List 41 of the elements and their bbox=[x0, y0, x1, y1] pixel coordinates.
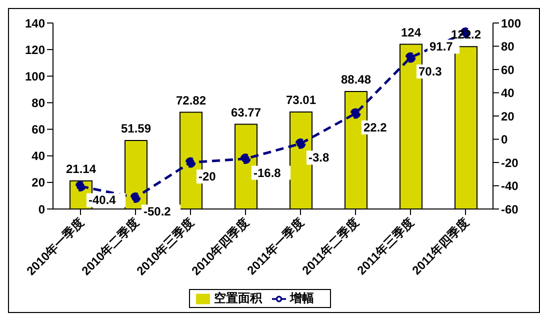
data-label: 88.48 bbox=[340, 72, 372, 86]
legend-label: 增幅 bbox=[290, 291, 314, 305]
y-tick-label: 60 bbox=[32, 122, 46, 137]
y-tick-label: 20 bbox=[32, 176, 46, 190]
y2-tick-label: 100 bbox=[501, 16, 522, 30]
y2-tick-label: 0 bbox=[501, 132, 508, 147]
y-tick-label: 140 bbox=[24, 16, 46, 30]
y2-tick-label: 40 bbox=[501, 86, 515, 100]
data-label: -20 bbox=[198, 170, 216, 184]
point bbox=[350, 108, 361, 119]
data-label: 91.7 bbox=[430, 40, 454, 54]
data-label: -40.4 bbox=[88, 193, 116, 208]
y-tick-label: 80 bbox=[32, 96, 46, 110]
point bbox=[130, 192, 141, 203]
data-label: -50.2 bbox=[144, 204, 172, 219]
data-label: 72.82 bbox=[176, 93, 206, 108]
point bbox=[75, 180, 86, 192]
point bbox=[185, 157, 196, 168]
y2-tick-label: 20 bbox=[501, 109, 515, 124]
point bbox=[405, 52, 416, 63]
data-label: 21.14 bbox=[66, 162, 96, 176]
y2-tick-label: -40 bbox=[501, 179, 519, 194]
data-label: 124 bbox=[400, 25, 422, 40]
y2-tick-label: 80 bbox=[501, 40, 515, 54]
y-tick-label: 100 bbox=[24, 69, 46, 84]
data-label: 73.01 bbox=[286, 93, 316, 107]
y2-tick-label: -60 bbox=[501, 202, 519, 216]
y-tick-label: 40 bbox=[32, 149, 46, 164]
data-label: 22.2 bbox=[364, 120, 388, 134]
point bbox=[295, 138, 306, 149]
legend-label: 空置面积 bbox=[214, 291, 262, 305]
data-label: -3.8 bbox=[308, 150, 330, 165]
y-tick-label: 0 bbox=[38, 202, 46, 216]
data-label: 51.59 bbox=[120, 121, 152, 136]
data-label: 63.77 bbox=[230, 105, 262, 120]
y2-tick-label: 60 bbox=[501, 62, 515, 77]
point bbox=[240, 154, 251, 164]
data-label: -16.8 bbox=[254, 166, 282, 180]
data-label: 70.3 bbox=[418, 64, 442, 79]
y-tick-label: 120 bbox=[24, 42, 46, 57]
y2-tick-label: -20 bbox=[501, 156, 519, 170]
